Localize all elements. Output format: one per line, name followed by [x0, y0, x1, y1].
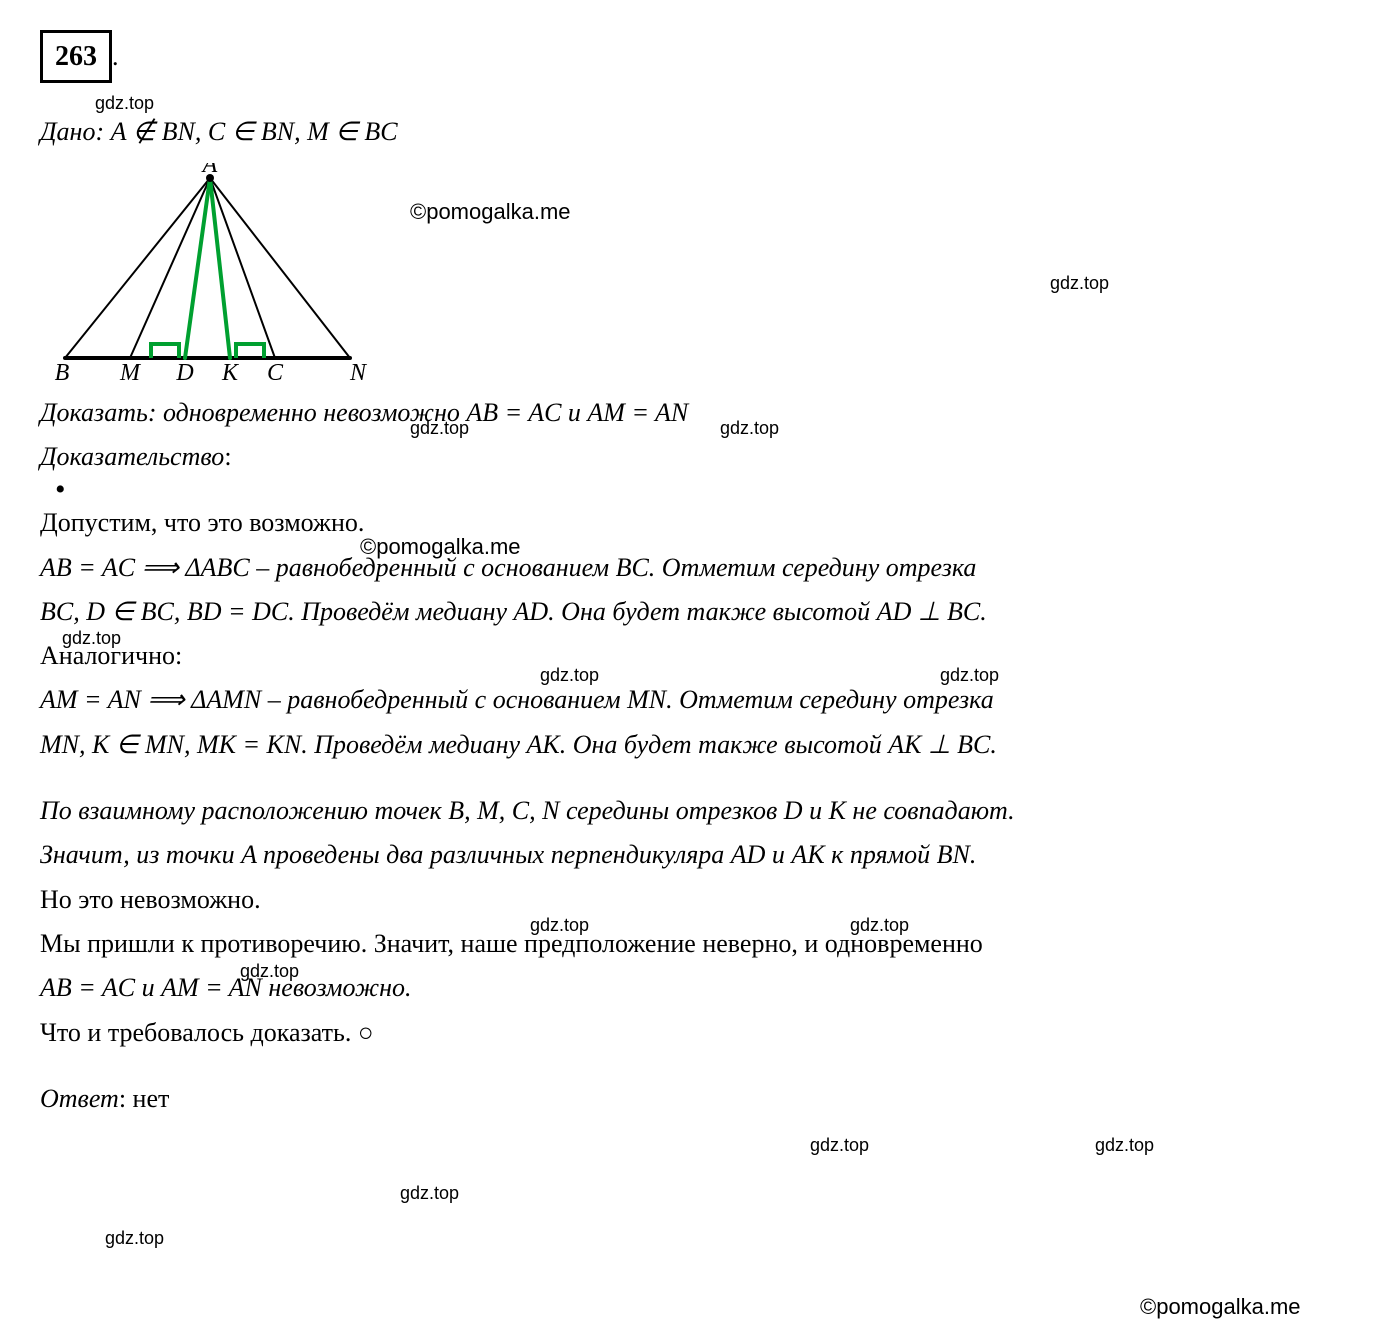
- svg-text:K: K: [221, 360, 240, 386]
- proof-label: Доказательство: [40, 442, 224, 471]
- step4: MN, K ∈ MN, MK = KN. Проведём медиану AK…: [40, 725, 1360, 765]
- svg-text:M: M: [119, 360, 142, 386]
- answer-line: Ответ: нет: [40, 1079, 1360, 1119]
- watermark-gdz: gdz.top: [1095, 1132, 1154, 1160]
- problem-number: 263: [40, 30, 112, 83]
- step3: AM = AN ⟹ ΔAMN – равнобедренный с основа…: [40, 680, 1360, 720]
- proof-label-line: Доказательство:: [40, 437, 1360, 477]
- step8: Мы пришли к противоречию. Значит, наше п…: [40, 924, 1360, 964]
- svg-text:B: B: [55, 360, 70, 386]
- watermark-gdz: gdz.top: [400, 1180, 459, 1208]
- step9: AB = AC и AM = AN невозможно.: [40, 968, 1360, 1008]
- assume-line: Допустим, что это возможно.: [40, 503, 1360, 543]
- problem-number-dot: .: [112, 42, 119, 71]
- prove-label: Доказать: [40, 398, 148, 427]
- svg-text:C: C: [267, 360, 284, 386]
- proof-colon: :: [224, 442, 231, 471]
- given-content: : A ∉ BN, C ∈ BN, M ∈ BC: [95, 117, 397, 146]
- watermark-gdz: gdz.top: [810, 1132, 869, 1160]
- watermark-gdz: gdz.top: [105, 1225, 164, 1253]
- figure: A B M D K C N: [40, 163, 1360, 388]
- step7: Но это невозможно.: [40, 880, 1360, 920]
- given-label: Дано: [40, 117, 95, 146]
- analogous: Аналогично:: [40, 636, 1360, 676]
- svg-text:N: N: [349, 360, 368, 386]
- step6: Значит, из точки A проведены два различн…: [40, 835, 1360, 875]
- qed: Что и требовалось доказать. ○: [40, 1013, 1360, 1053]
- answer-label: Ответ: [40, 1084, 119, 1113]
- step1: AB = AC ⟹ ΔABC – равнобедренный с основа…: [40, 548, 1360, 588]
- prove-content: : одновременно невозможно AB = AC и AM =…: [148, 398, 688, 427]
- answer-content: : нет: [119, 1084, 170, 1113]
- step2: BC, D ∈ BC, BD = DC. Проведём медиану AD…: [40, 592, 1360, 632]
- prove-line: Доказать: одновременно невозможно AB = A…: [40, 393, 1360, 433]
- given-line: Дано: A ∉ BN, C ∈ BN, M ∈ BC: [40, 112, 1360, 152]
- bullet: •: [55, 481, 1360, 499]
- svg-text:A: A: [201, 163, 218, 178]
- step5: По взаимному расположению точек B, M, C,…: [40, 791, 1360, 831]
- watermark-pomogalka: ©pomogalka.me: [1140, 1290, 1301, 1324]
- svg-text:D: D: [175, 360, 193, 386]
